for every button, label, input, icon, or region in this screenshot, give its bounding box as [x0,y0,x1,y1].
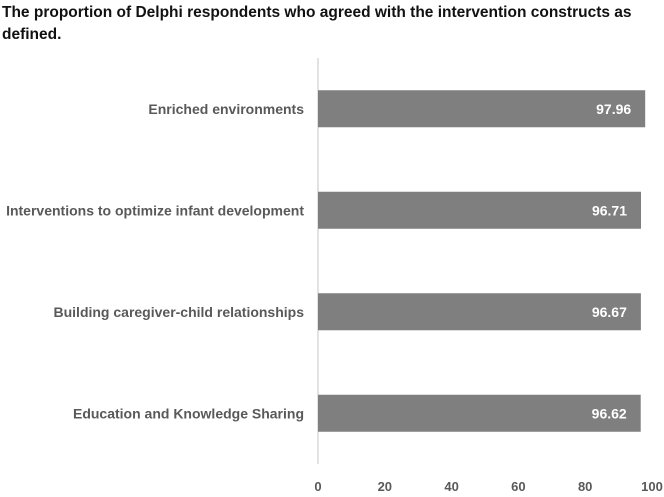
x-tick-label: 60 [511,479,525,494]
x-tick-label: 80 [578,479,592,494]
x-tick-label: 100 [641,479,663,494]
x-axis-ticks: 0 20 40 60 80 100 [314,479,662,494]
x-tick-label: 0 [314,479,321,494]
category-label: Interventions to optimize infant develop… [6,202,304,218]
bar [318,293,641,331]
x-tick-label: 20 [378,479,392,494]
bar [318,394,641,432]
data-label: 96.62 [592,405,627,421]
data-label: 97.96 [596,101,631,117]
bar [318,191,642,229]
bars-group: Enriched environments 97.96 Interventions … [6,90,646,432]
category-label: Education and Knowledge Sharing [73,405,304,421]
chart-title: The proportion of Delphi respondents who… [2,4,632,43]
category-label: Building caregiver-child relationships [54,304,305,320]
category-label: Enriched environments [148,101,304,117]
data-label: 96.67 [592,304,627,320]
bar [318,90,646,128]
x-tick-label: 40 [444,479,458,494]
data-label: 96.71 [592,202,627,218]
